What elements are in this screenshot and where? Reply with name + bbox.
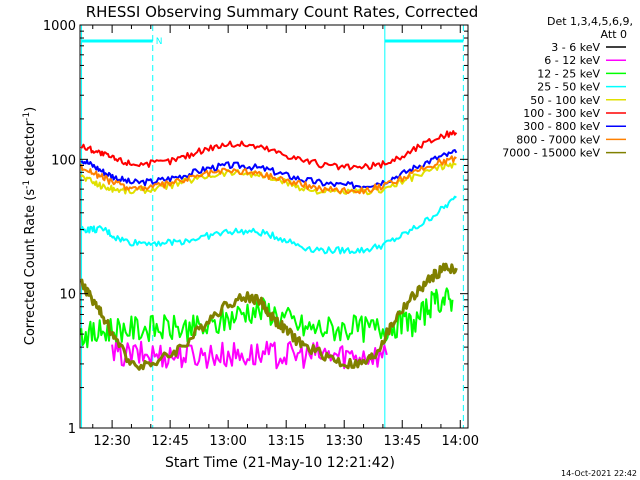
x-tick-label: 13:45 <box>384 434 421 449</box>
chart-title: RHESSI Observing Summary Count Rates, Co… <box>86 3 479 21</box>
legend-label: 3 - 6 keV <box>551 41 600 54</box>
footer-timestamp: 14-Oct-2021 22:42 <box>561 469 637 478</box>
series-line <box>80 287 454 349</box>
y-axis-label-mid: detector <box>23 120 38 180</box>
series-line <box>111 340 388 370</box>
series-line <box>80 130 458 171</box>
legend-label: 800 - 7000 keV <box>516 133 600 146</box>
x-tick-label: 14:00 <box>442 434 479 449</box>
night-label: N <box>156 37 163 47</box>
y-tick-label: 1000 <box>43 19 76 34</box>
plot-area: N <box>80 25 464 428</box>
legend-header-line-1: Det 1,3,4,5,6,9, <box>547 15 633 28</box>
x-tick-label: 13:00 <box>209 434 246 449</box>
series-line <box>80 161 457 196</box>
x-axis-label: Start Time (21-May-10 12:21:42) <box>165 455 395 471</box>
series-line <box>80 195 457 255</box>
legend-label: 300 - 800 keV <box>523 120 600 133</box>
x-tick-label: 13:30 <box>325 434 362 449</box>
y-axis-label: Corrected Count Rate (s-1 detector-1) <box>22 107 38 345</box>
legend-label: 7000 - 15000 keV <box>502 147 600 160</box>
x-axis: 12:30 12:45 13:00 13:15 13:30 13:45 14:00 <box>92 25 479 449</box>
y-axis-label-main: Corrected Count Rate (s <box>23 189 38 346</box>
x-tick-label: 13:15 <box>267 434 304 449</box>
y-axis-label-sup2: -1 <box>22 112 32 121</box>
series-line <box>80 262 458 371</box>
x-tick-label: 12:45 <box>151 434 188 449</box>
legend-label: 50 - 100 keV <box>530 94 600 107</box>
plot-frame <box>79 24 469 429</box>
series-line <box>80 149 458 190</box>
legend-header-line-2: Att 0 <box>601 28 627 41</box>
y-tick-label: 10 <box>59 288 76 303</box>
x-tick-label: 12:30 <box>93 434 130 449</box>
legend-label: 6 - 12 keV <box>544 54 600 67</box>
y-tick-label: 1 <box>68 422 76 437</box>
y-tick-label: 100 <box>51 153 76 168</box>
y-axis-label-end: ) <box>23 107 38 112</box>
legend-label: 25 - 50 keV <box>537 81 600 94</box>
legend-label: 100 - 300 keV <box>523 107 600 120</box>
y-axis: 1 10 100 1000 <box>43 19 468 437</box>
y-axis-label-sup1: -1 <box>22 180 32 189</box>
series-line <box>80 155 457 195</box>
legend-label: 12 - 25 keV <box>537 67 600 80</box>
